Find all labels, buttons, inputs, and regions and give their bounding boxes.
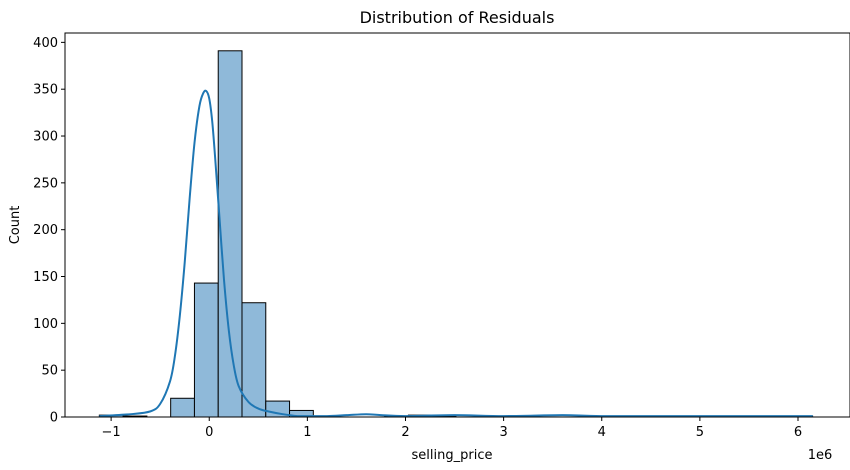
x-tick-label: 3 xyxy=(499,425,507,440)
x-axis-ticks: −1 0 1 2 3 4 5 6 xyxy=(102,417,802,440)
y-tick-label: 350 xyxy=(33,83,58,98)
x-tick-label: 5 xyxy=(696,425,704,440)
y-tick-label: 150 xyxy=(33,270,58,285)
plot-frame xyxy=(64,32,850,418)
x-axis-label: selling_price xyxy=(412,448,493,463)
y-tick-label: 50 xyxy=(41,364,58,379)
x-tick-label: 0 xyxy=(205,425,213,440)
chart-title: Distribution of Residuals xyxy=(360,8,555,27)
x-tick-label: −1 xyxy=(102,425,121,440)
x-tick-label: 2 xyxy=(401,425,409,440)
y-tick-label: 100 xyxy=(33,317,58,332)
y-tick-label: 250 xyxy=(33,176,58,191)
histogram-bar xyxy=(193,282,219,418)
kde-curve xyxy=(99,89,813,418)
y-axis-label: Count xyxy=(8,206,23,245)
histogram-bar xyxy=(170,397,195,418)
x-tick-label: 4 xyxy=(598,425,606,440)
histogram-bar xyxy=(217,50,243,418)
x-axis-offset-label: 1e6 xyxy=(808,448,833,463)
y-tick-label: 300 xyxy=(33,130,58,145)
y-tick-label: 400 xyxy=(33,36,58,51)
x-tick-label: 1 xyxy=(303,425,311,440)
histogram-bars xyxy=(98,50,814,418)
y-axis-ticks: 0 50 100 150 200 250 300 350 400 xyxy=(33,36,65,426)
y-tick-label: 0 xyxy=(50,411,58,426)
y-tick-label: 200 xyxy=(33,223,58,238)
x-tick-label: 6 xyxy=(794,425,802,440)
